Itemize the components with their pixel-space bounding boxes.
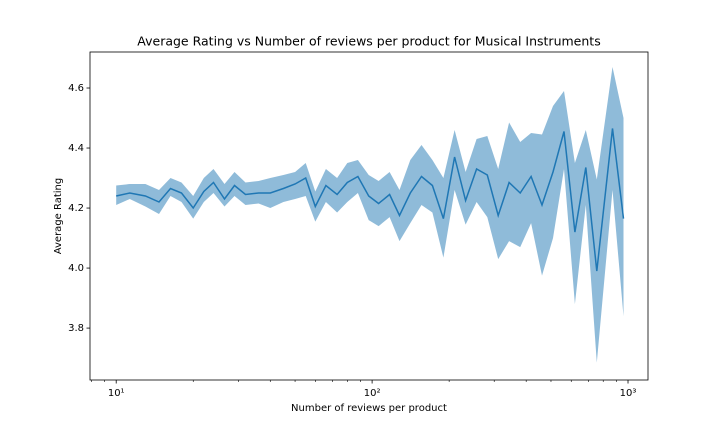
confidence-band: [116, 67, 624, 363]
x-axis-label: Number of reviews per product: [291, 403, 447, 414]
x-tick-label: 10²: [364, 388, 381, 399]
y-tick-label: 4.0: [68, 263, 84, 274]
x-tick-label: 10¹: [108, 388, 125, 399]
plot-frame: [89, 51, 649, 381]
y-tick-label: 4.6: [68, 83, 84, 94]
y-axis-label: Average Rating: [53, 178, 64, 254]
chart-title: Average Rating vs Number of reviews per …: [137, 34, 600, 49]
y-tick-label: 3.8: [68, 323, 84, 334]
y-tick-label: 4.2: [68, 203, 84, 214]
x-tick-label: 10³: [620, 388, 637, 399]
mean-line: [116, 128, 625, 272]
y-tick-label: 4.4: [68, 143, 84, 154]
